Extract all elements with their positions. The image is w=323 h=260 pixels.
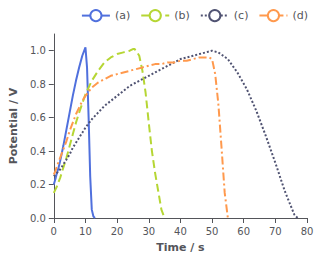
svg-text:Potential / V: Potential / V — [7, 87, 20, 164]
svg-text:(a): (a) — [115, 9, 130, 22]
svg-text:60: 60 — [237, 226, 250, 237]
svg-text:Time / s: Time / s — [156, 241, 205, 254]
svg-text:0.6: 0.6 — [30, 112, 46, 123]
svg-text:0.4: 0.4 — [30, 146, 46, 157]
svg-text:50: 50 — [206, 226, 219, 237]
svg-text:0.8: 0.8 — [30, 79, 46, 90]
svg-text:40: 40 — [174, 226, 187, 237]
svg-text:(c): (c) — [234, 9, 249, 22]
svg-text:(b): (b) — [174, 9, 190, 22]
svg-text:0.0: 0.0 — [30, 213, 46, 224]
svg-text:1.0: 1.0 — [30, 45, 46, 56]
svg-text:0: 0 — [51, 226, 57, 237]
svg-text:70: 70 — [269, 226, 282, 237]
svg-text:(d): (d) — [292, 9, 308, 22]
svg-text:10: 10 — [79, 226, 92, 237]
svg-text:80: 80 — [301, 226, 314, 237]
svg-text:0.2: 0.2 — [30, 179, 46, 190]
svg-text:30: 30 — [142, 226, 155, 237]
svg-text:20: 20 — [111, 226, 124, 237]
